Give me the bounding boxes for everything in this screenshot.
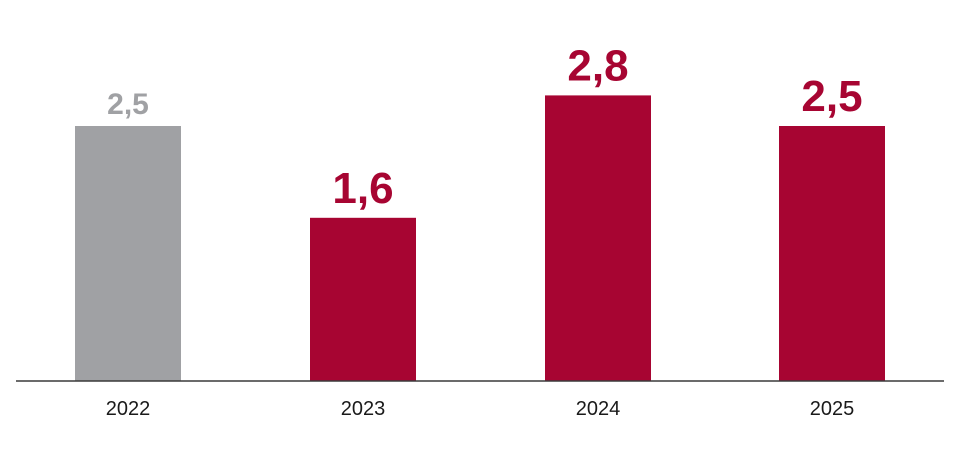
x-tick-label-2022: 2022 <box>106 398 151 420</box>
x-tick-label-2023: 2023 <box>341 398 386 420</box>
bar-2022 <box>75 126 181 381</box>
value-label-2024: 2,8 <box>567 41 628 90</box>
value-label-2025: 2,5 <box>801 72 862 121</box>
bar-2025 <box>779 126 885 381</box>
bar-2024 <box>545 95 651 382</box>
value-label-2023: 1,6 <box>332 164 393 213</box>
value-label-2022: 2,5 <box>107 88 149 121</box>
x-tick-label-2024: 2024 <box>576 398 621 420</box>
x-tick-label-2025: 2025 <box>810 398 855 420</box>
labels-group: 2,5 2022 1,6 2023 2,8 2024 2,5 2025 <box>106 41 863 420</box>
bar-2023 <box>310 217 416 381</box>
bars-group <box>75 95 885 382</box>
